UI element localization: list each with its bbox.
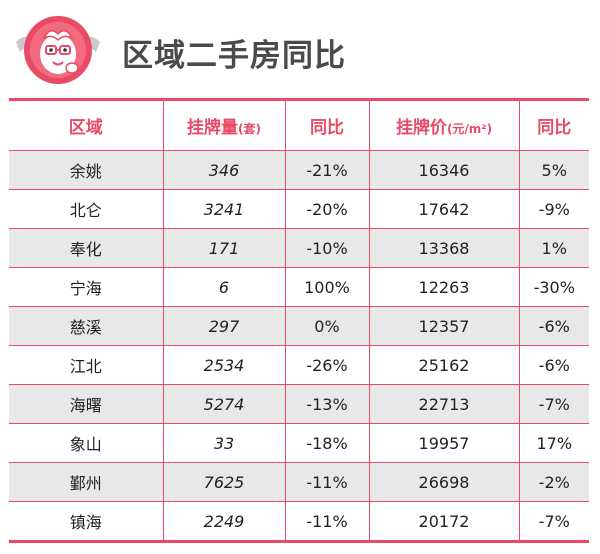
header-price-unit: (元/m²): [446, 122, 493, 136]
cell-price-yoy: 1%: [519, 228, 589, 268]
cell-price-yoy: -6%: [519, 345, 589, 385]
cell-listings-yoy: -21%: [285, 150, 370, 190]
cell-price-yoy: -7%: [519, 384, 589, 424]
cell-price: 19957: [369, 423, 520, 463]
header-listings: 挂牌量(套): [163, 99, 286, 151]
comparison-table: 区域 挂牌量(套) 同比 挂牌价(元/m²) 同比 余姚 346 -21% 16…: [9, 98, 589, 543]
table-row: 鄞州 7625 -11% 26698 -2%: [9, 462, 589, 502]
cell-listings-yoy: 100%: [285, 267, 370, 307]
cell-price-yoy: -9%: [519, 189, 589, 229]
cell-price-yoy: -6%: [519, 306, 589, 346]
cell-listings: 5274: [163, 384, 286, 424]
cell-listings-yoy: -11%: [285, 501, 370, 542]
header-price: 挂牌价(元/m²): [369, 99, 520, 151]
cell-region: 奉化: [9, 228, 164, 268]
cell-listings-yoy: -13%: [285, 384, 370, 424]
cell-listings-yoy: 0%: [285, 306, 370, 346]
cell-listings: 33: [163, 423, 286, 463]
cell-price: 17642: [369, 189, 520, 229]
cell-listings-yoy: -11%: [285, 462, 370, 502]
table-row: 江北 2534 -26% 25162 -6%: [9, 345, 589, 385]
cell-listings: 3241: [163, 189, 286, 229]
cell-region: 余姚: [9, 150, 164, 190]
cell-listings: 2249: [163, 501, 286, 542]
cell-region: 鄞州: [9, 462, 164, 502]
cell-region: 北仑: [9, 189, 164, 229]
cell-region: 象山: [9, 423, 164, 463]
cell-listings: 297: [163, 306, 286, 346]
cell-price-yoy: 5%: [519, 150, 589, 190]
page-title: 区域二手房同比: [122, 38, 346, 74]
cell-price: 20172: [369, 501, 520, 542]
cell-region: 海曙: [9, 384, 164, 424]
table-row: 余姚 346 -21% 16346 5%: [9, 150, 589, 190]
table-row: 奉化 171 -10% 13368 1%: [9, 228, 589, 268]
cell-price: 16346: [369, 150, 520, 190]
comparison-table-container: 区域 挂牌量(套) 同比 挂牌价(元/m²) 同比 余姚 346 -21% 16…: [9, 98, 589, 543]
cell-listings-yoy: -10%: [285, 228, 370, 268]
cell-listings-yoy: -20%: [285, 189, 370, 229]
cell-listings-yoy: -18%: [285, 423, 370, 463]
cell-listings: 346: [163, 150, 286, 190]
cell-price: 25162: [369, 345, 520, 385]
table-row: 慈溪 297 0% 12357 -6%: [9, 306, 589, 346]
cell-price: 12357: [369, 306, 520, 346]
header-listings-unit: (套): [238, 122, 261, 136]
table-row: 镇海 2249 -11% 20172 -7%: [9, 501, 589, 542]
cell-region: 宁海: [9, 267, 164, 307]
cell-price: 12263: [369, 267, 520, 307]
header-price-yoy: 同比: [519, 99, 589, 151]
cell-price-yoy: -2%: [519, 462, 589, 502]
cell-listings-yoy: -26%: [285, 345, 370, 385]
cell-listings: 171: [163, 228, 286, 268]
table-header-row: 区域 挂牌量(套) 同比 挂牌价(元/m²) 同比: [9, 99, 589, 151]
cell-price-yoy: -7%: [538, 511, 570, 531]
cell-price: 26698: [369, 462, 520, 502]
header-listings-yoy: 同比: [285, 99, 370, 151]
header: 区域二手房同比: [0, 0, 600, 92]
table-row: 宁海 6 100% 12263 -30%: [9, 267, 589, 307]
cell-region: 慈溪: [9, 306, 164, 346]
table-row: 北仑 3241 -20% 17642 -9%: [9, 189, 589, 229]
cell-region: 江北: [9, 345, 164, 385]
cell-price-yoy: 17%: [519, 423, 589, 463]
cell-listings: 6: [163, 267, 286, 307]
cell-region: 镇海: [9, 501, 164, 542]
table-row: 象山 33 -18% 19957 17%: [9, 423, 589, 463]
cell-listings: 2534: [163, 345, 286, 385]
cell-price: 22713: [369, 384, 520, 424]
table-row: 海曙 5274 -13% 22713 -7%: [9, 384, 589, 424]
mascot-icon: [16, 16, 100, 84]
header-region: 区域: [9, 99, 164, 151]
cell-price: 13368: [369, 228, 520, 268]
cell-listings: 7625: [163, 462, 286, 502]
cell-price-yoy: -30%: [519, 267, 589, 307]
